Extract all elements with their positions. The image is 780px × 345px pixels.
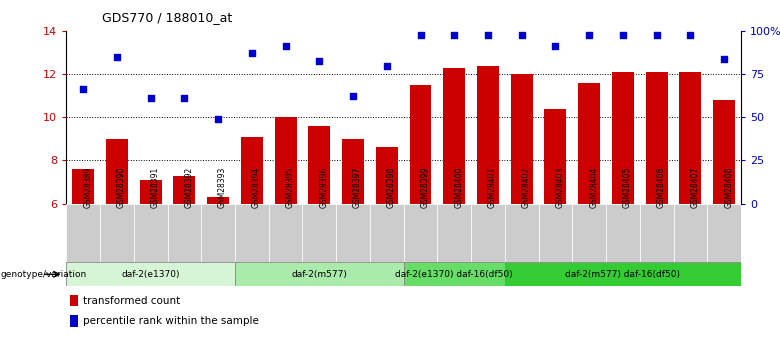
Text: GSM28395: GSM28395	[285, 167, 295, 208]
Point	[549, 43, 562, 49]
Bar	[713, 100, 735, 204]
Bar	[376, 148, 398, 204]
Bar	[640, 204, 674, 262]
Bar	[606, 204, 640, 262]
Bar	[404, 204, 438, 262]
Bar	[544, 109, 566, 204]
Bar	[201, 204, 235, 262]
Bar	[69, 315, 78, 327]
Bar	[511, 74, 533, 204]
Text: GSM28405: GSM28405	[623, 167, 632, 208]
Text: GSM28401: GSM28401	[488, 167, 497, 208]
Bar	[410, 85, 431, 204]
Point	[212, 117, 225, 122]
Text: daf-2(e1370) daf-16(df50): daf-2(e1370) daf-16(df50)	[395, 270, 513, 279]
Point	[381, 63, 393, 68]
Text: GSM28404: GSM28404	[589, 167, 598, 208]
Bar	[505, 204, 538, 262]
Point	[583, 33, 595, 38]
Text: percentile rank within the sample: percentile rank within the sample	[83, 316, 259, 326]
Text: GSM28391: GSM28391	[151, 167, 160, 208]
Point	[482, 33, 495, 38]
Bar	[539, 204, 573, 262]
Bar	[241, 137, 263, 204]
Text: daf-2(e1370): daf-2(e1370)	[122, 270, 180, 279]
Point	[347, 93, 360, 99]
Point	[77, 87, 90, 92]
Text: GSM28397: GSM28397	[353, 167, 362, 208]
Bar	[308, 126, 330, 204]
Point	[718, 56, 730, 62]
Text: transformed count: transformed count	[83, 296, 180, 306]
Text: GSM28403: GSM28403	[555, 167, 565, 208]
Bar	[573, 204, 606, 262]
Bar	[578, 83, 600, 204]
Point	[144, 95, 157, 101]
Bar	[336, 204, 370, 262]
Text: GSM28407: GSM28407	[690, 167, 700, 208]
Text: GSM28394: GSM28394	[252, 167, 261, 208]
Text: GSM28400: GSM28400	[454, 167, 463, 208]
Text: GSM28389: GSM28389	[83, 167, 92, 208]
Bar	[674, 204, 707, 262]
Point	[279, 43, 292, 49]
Text: genotype/variation: genotype/variation	[1, 270, 87, 279]
Bar	[173, 176, 195, 204]
Point	[111, 54, 123, 60]
Bar	[268, 204, 303, 262]
Bar	[471, 204, 505, 262]
Text: GDS770 / 188010_at: GDS770 / 188010_at	[102, 11, 232, 24]
Text: daf-2(m577): daf-2(m577)	[292, 270, 347, 279]
Bar	[646, 72, 668, 204]
Bar	[505, 262, 741, 286]
Bar	[275, 117, 296, 204]
Text: GSM28392: GSM28392	[184, 167, 193, 208]
Bar	[207, 197, 229, 204]
Point	[617, 33, 629, 38]
Bar	[106, 139, 128, 204]
Point	[178, 95, 190, 101]
Bar	[612, 72, 634, 204]
Bar	[443, 68, 465, 204]
Bar	[168, 204, 201, 262]
Bar	[235, 262, 404, 286]
Text: GSM28396: GSM28396	[319, 167, 328, 208]
Point	[246, 50, 258, 55]
Text: GSM28406: GSM28406	[657, 167, 665, 208]
Bar	[134, 204, 168, 262]
Bar	[370, 204, 404, 262]
Text: GSM28408: GSM28408	[724, 167, 733, 208]
Bar	[140, 180, 161, 204]
Text: daf-2(m577) daf-16(df50): daf-2(m577) daf-16(df50)	[566, 270, 680, 279]
Point	[516, 33, 528, 38]
Point	[684, 33, 697, 38]
Bar	[342, 139, 364, 204]
Text: GSM28399: GSM28399	[420, 167, 430, 208]
Bar	[66, 204, 100, 262]
Text: GSM28398: GSM28398	[387, 167, 395, 208]
Point	[313, 58, 325, 64]
Bar	[66, 262, 235, 286]
Text: GSM28390: GSM28390	[117, 167, 126, 208]
Text: GSM28402: GSM28402	[522, 167, 530, 208]
Point	[448, 33, 460, 38]
Bar	[679, 72, 701, 204]
Bar	[404, 262, 505, 286]
Bar	[69, 295, 78, 306]
Bar	[100, 204, 134, 262]
Bar	[477, 66, 499, 204]
Text: GSM28393: GSM28393	[218, 167, 227, 208]
Point	[414, 33, 427, 38]
Bar	[73, 169, 94, 204]
Bar	[707, 204, 741, 262]
Bar	[235, 204, 268, 262]
Bar	[303, 204, 336, 262]
Bar	[438, 204, 471, 262]
Point	[651, 33, 663, 38]
